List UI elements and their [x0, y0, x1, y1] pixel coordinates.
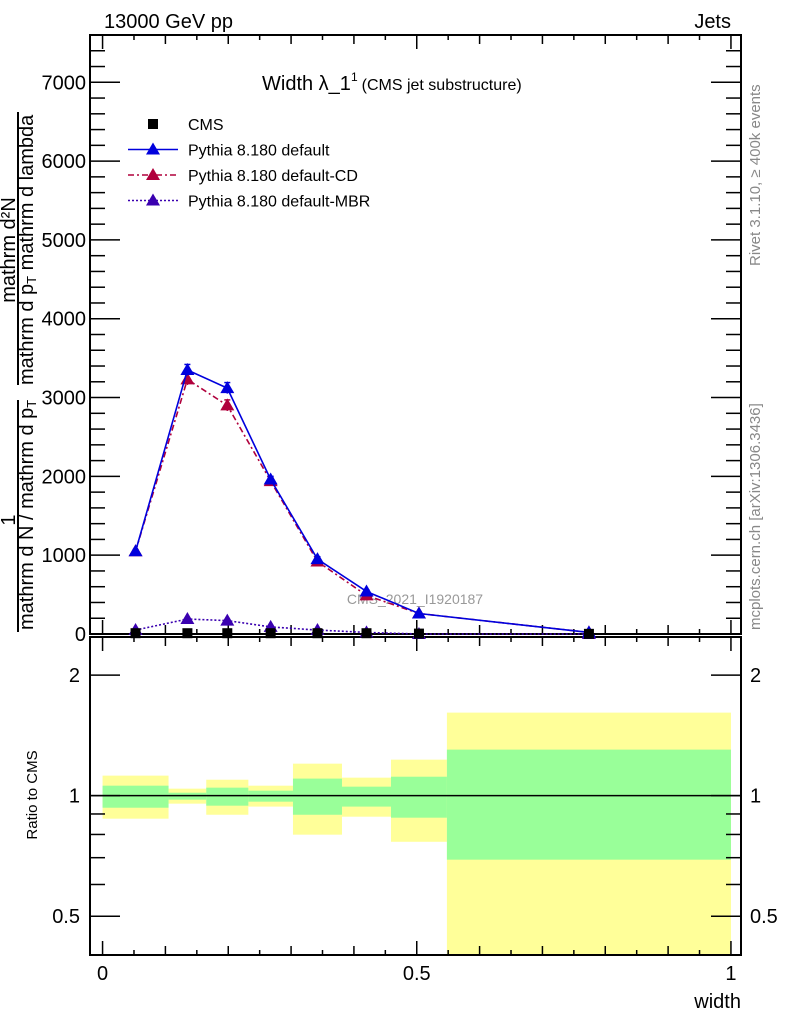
series-line — [134, 368, 590, 634]
data-point — [182, 628, 193, 639]
data-point — [310, 552, 325, 565]
y-tick-label: 7000 — [42, 72, 87, 94]
ylabel-den-sub: T — [24, 400, 39, 408]
main-panel: 0 1000 2000 3000 4000 5000 6000 7000 — [42, 34, 742, 646]
data-point — [312, 628, 323, 639]
y-tick-label: 5000 — [42, 230, 87, 252]
ratio-y-tick-label: 0.5 — [52, 906, 80, 928]
y-axis-label: 1 mathrm d²N mathrm d N / mathrm d pT ma… — [0, 112, 39, 632]
legend-label: Pythia 8.180 default — [188, 143, 330, 160]
ratio-y-tick-label-right: 1 — [750, 786, 761, 808]
series-pythia-8-180-default-cd — [128, 372, 596, 638]
data-point — [180, 612, 195, 625]
x-axis-label: width — [693, 991, 741, 1013]
legend-item: Pythia 8.180 default-MBR — [128, 193, 370, 211]
x-tick-label: 1 — [725, 963, 736, 985]
legend-marker — [146, 193, 160, 206]
legend-item: Pythia 8.180 default — [128, 142, 330, 160]
ylabel-num-den-tail: mathrm d lambda — [16, 114, 38, 276]
ylabel-one: 1 — [0, 514, 20, 525]
data-point — [220, 613, 235, 626]
legend-label: CMS — [188, 117, 224, 134]
legend-marker — [146, 142, 160, 155]
header-right: Jets — [694, 11, 731, 33]
data-point — [583, 628, 594, 639]
x-tick-label: 0.5 — [403, 963, 431, 985]
series-line — [135, 618, 589, 635]
series-pythia-8-180-default — [128, 362, 596, 638]
mcplots-label: mcplots.cern.ch [arXiv:1306.3436] — [747, 403, 764, 630]
ratio-y-tick-label: 1 — [69, 786, 80, 808]
ylabel-den-text: mathrm d N / mathrm d p — [16, 408, 38, 630]
legend-marker — [146, 168, 160, 180]
stat-band-bin — [446, 749, 731, 860]
data-point — [128, 544, 143, 557]
watermark: CMS_2021_I1920187 — [347, 591, 483, 607]
header-left: 13000 GeV pp — [104, 11, 233, 33]
data-point — [220, 381, 235, 394]
series-cms — [130, 628, 594, 639]
data-point — [263, 472, 278, 485]
rivet-label: Rivet 3.1.10, ≥ 400k events — [747, 84, 764, 266]
chart-title-main: Width λ_1 — [262, 73, 351, 95]
legend-item: Pythia 8.180 default-CD — [128, 168, 358, 185]
y-tick-label: 2000 — [42, 466, 87, 488]
ratio-y-tick-label-right: 0.5 — [750, 906, 778, 928]
x-tick-label: 0 — [97, 963, 108, 985]
stat-band-bin — [341, 786, 391, 807]
data-point — [361, 628, 372, 639]
legend-label: Pythia 8.180 default-CD — [188, 168, 358, 185]
ylabel-num-den-sub: T — [24, 276, 39, 284]
ratio-y-tick-label: 2 — [69, 665, 80, 687]
legend: CMS Pythia 8.180 default Pythia 8.180 defa… — [128, 117, 370, 211]
ylabel-den: mathrm d N / mathrm d pT — [16, 400, 39, 630]
ylabel-num-den-text: mathrm d p — [16, 284, 38, 385]
data-point — [411, 606, 426, 619]
ratio-y-label: Ratio to CMS — [24, 750, 41, 839]
y-tick-label: 3000 — [42, 388, 87, 410]
data-point — [265, 628, 276, 639]
chart-title: Width λ_11 (CMS jet substructure) — [262, 70, 522, 95]
legend-label: Pythia 8.180 default-MBR — [188, 194, 370, 211]
stat-band-bin — [206, 787, 249, 806]
ratio-panel: 0.5 0.5 1 1 2 2 — [52, 636, 778, 956]
data-point — [220, 398, 235, 411]
y-tick-label: 1000 — [42, 545, 87, 567]
legend-marker — [148, 119, 158, 129]
ratio-y-tick-label-right: 2 — [750, 665, 761, 687]
stat-band-bin — [390, 776, 447, 818]
y-tick-label: 4000 — [42, 309, 87, 331]
chart-subtitle: (CMS jet substructure) — [362, 77, 522, 94]
chart-title-sup: 1 — [351, 70, 358, 84]
data-point — [413, 628, 424, 639]
stat-band-bin — [102, 785, 169, 808]
data-point — [359, 584, 374, 597]
data-point — [130, 628, 141, 639]
ylabel-num-den: mathrm d pT mathrm d lambda — [16, 114, 39, 385]
ylabel-num: mathrm d²N — [0, 197, 20, 303]
y-tick-label: 0 — [75, 624, 86, 646]
stat-band-bin — [292, 778, 342, 815]
data-point — [180, 362, 195, 375]
data-point — [222, 628, 233, 639]
y-tick-label: 6000 — [42, 151, 87, 173]
legend-item: CMS — [148, 117, 224, 134]
